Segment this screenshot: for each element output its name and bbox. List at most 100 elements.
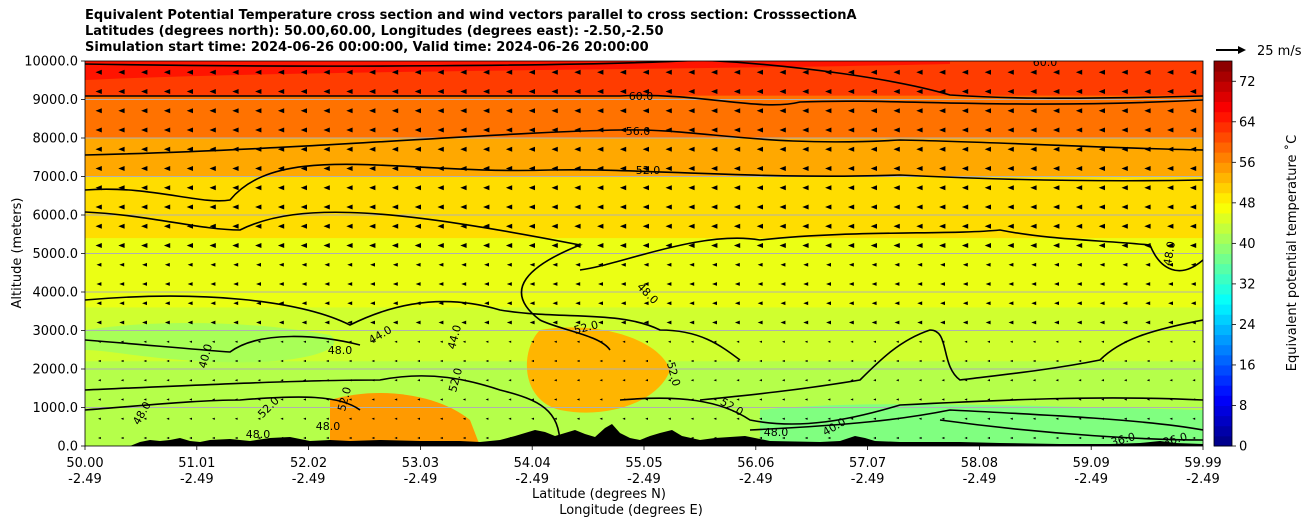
wind-vector	[1098, 89, 1105, 94]
wind-vector	[95, 204, 102, 210]
wind-vector	[187, 320, 193, 325]
wind-vector	[711, 185, 718, 191]
wind-vector	[391, 243, 399, 248]
wind-vector	[804, 436, 808, 440]
wind-vector	[461, 262, 467, 267]
wind-vector	[462, 436, 466, 440]
wind-vector	[827, 398, 831, 401]
colorbar-swatch	[1214, 121, 1232, 133]
colorbar-swatch	[1214, 71, 1232, 82]
wind-vector	[576, 379, 580, 382]
wind-vector	[1145, 301, 1151, 306]
wind-vector	[300, 223, 307, 229]
wind-vector	[370, 320, 375, 325]
chart-title: Equivalent Potential Temperature cross s…	[85, 8, 857, 56]
wind-vector	[1008, 301, 1014, 306]
wind-vector	[642, 89, 649, 94]
wind-vector	[210, 262, 216, 267]
wind-vector	[1076, 320, 1082, 325]
wind-vector	[690, 398, 694, 401]
wind-vector	[1075, 204, 1083, 210]
wind-vector	[826, 320, 831, 325]
wind-vector	[529, 301, 535, 306]
wind-vector	[825, 166, 832, 171]
wind-vector	[939, 89, 946, 94]
wind-vector	[802, 69, 809, 75]
wind-vector	[415, 282, 421, 286]
wind-vector	[620, 320, 626, 325]
wind-vector	[984, 204, 991, 210]
wind-vector	[301, 320, 307, 325]
wind-vector	[802, 223, 809, 229]
wind-vector	[1054, 282, 1059, 286]
wind-vector	[870, 108, 877, 114]
x-tick-label-lon: -2.49	[404, 472, 438, 487]
wind-vector	[437, 146, 444, 152]
wind-vector	[1192, 417, 1196, 420]
wind-vector	[873, 398, 876, 401]
wind-vector	[257, 436, 261, 440]
wind-vector	[1146, 436, 1150, 440]
wind-vector	[643, 282, 649, 286]
wind-vector	[415, 320, 421, 325]
wind-vector	[552, 282, 558, 286]
x-axis-label-latitude: Latitude (degrees N)	[532, 487, 666, 502]
x-tick-label-lat: 55.05	[625, 456, 662, 471]
wind-vector	[599, 359, 603, 363]
wind-vector	[1030, 204, 1037, 210]
wind-vector	[186, 223, 193, 229]
wind-vector	[323, 146, 330, 152]
wind-vector	[118, 89, 125, 94]
contour-label: 48.0	[764, 426, 789, 439]
y-tick-label: 1000.0	[33, 401, 79, 416]
wind-vector	[940, 320, 945, 325]
wind-vector	[186, 108, 193, 114]
wind-vector	[391, 223, 399, 229]
wind-vector	[119, 301, 125, 306]
wind-vector	[1053, 108, 1060, 114]
wind-vector	[1053, 127, 1060, 133]
wind-vector	[118, 243, 125, 248]
wind-vector	[782, 398, 785, 401]
contour-line	[85, 335, 361, 353]
contour-line	[85, 129, 1203, 156]
wind-vector	[643, 262, 649, 267]
wind-vector	[896, 340, 899, 343]
wind-vector	[1053, 204, 1060, 210]
wind-vector	[690, 417, 694, 420]
wind-vector	[462, 398, 466, 401]
wind-vector	[711, 146, 718, 152]
wind-vector	[300, 243, 307, 248]
wind-vector	[324, 262, 330, 267]
wind-vector	[1010, 379, 1013, 382]
wind-vector	[210, 320, 216, 325]
colorbar-tick-label: 72	[1239, 75, 1256, 90]
wind-vector	[1167, 108, 1174, 114]
wind-vector	[394, 359, 398, 363]
wind-vector	[277, 185, 285, 191]
wind-vector	[1075, 146, 1083, 152]
title-line-3: Simulation start time: 2024-06-26 00:00:…	[85, 40, 649, 55]
wind-vector	[894, 262, 900, 267]
contour-line	[85, 94, 1203, 106]
wind-vector	[803, 282, 809, 286]
contour-label: 52.0	[446, 367, 465, 394]
wind-vector	[803, 262, 809, 267]
wind-vector	[802, 204, 809, 210]
wind-vector	[665, 166, 672, 171]
wind-vector	[1122, 262, 1128, 267]
wind-vector	[1076, 301, 1082, 306]
wind-vector	[300, 108, 307, 114]
colorbar-swatch	[1214, 375, 1232, 386]
wind-vector	[893, 108, 900, 114]
wind-vector	[893, 146, 900, 152]
wind-vector	[1098, 146, 1105, 152]
wind-vector	[871, 262, 877, 267]
wind-vector	[460, 243, 467, 248]
wind-vector	[574, 166, 581, 171]
wind-vector	[505, 185, 513, 191]
wind-vector	[95, 223, 102, 229]
wind-vector	[984, 146, 991, 152]
wind-vector	[141, 166, 148, 171]
colorbar-swatch	[1214, 425, 1232, 437]
